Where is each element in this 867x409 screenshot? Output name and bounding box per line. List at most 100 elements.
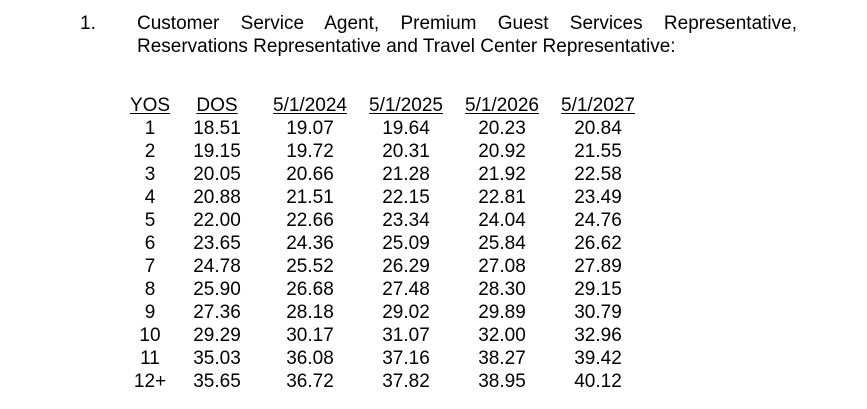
cell-2024: 19.07 xyxy=(286,118,334,139)
cell-2025: 37.16 xyxy=(382,348,430,369)
cell-yos: 2 xyxy=(144,141,156,162)
table-row: 10 29.29 30.17 31.07 32.00 32.96 xyxy=(128,324,646,347)
cell-2024: 21.51 xyxy=(286,187,334,208)
cell-2027: 29.15 xyxy=(574,279,622,300)
header-dos-label: DOS xyxy=(196,95,238,116)
header-yos-label: YOS xyxy=(129,95,171,116)
cell-dos: 22.00 xyxy=(193,210,241,231)
section-title-line-1: Customer Service Agent, Premium Guest Se… xyxy=(137,13,797,34)
cell-2027: 23.49 xyxy=(574,187,622,208)
cell-2026: 38.95 xyxy=(478,371,526,392)
cell-2025: 31.07 xyxy=(382,325,430,346)
section-title: Customer Service Agent, Premium Guest Se… xyxy=(137,12,797,58)
header-2026-label: 5/1/2026 xyxy=(465,95,539,116)
cell-2027: 20.84 xyxy=(574,118,622,139)
cell-dos: 19.15 xyxy=(193,141,241,162)
cell-2027: 30.79 xyxy=(574,302,622,323)
header-2027: 5/1/2027 xyxy=(550,94,646,117)
cell-2026: 29.89 xyxy=(478,302,526,323)
cell-dos: 24.78 xyxy=(193,256,241,277)
cell-yos: 9 xyxy=(144,302,156,323)
table-row: 12+ 35.65 36.72 37.82 38.95 40.12 xyxy=(128,370,646,393)
cell-2026: 22.81 xyxy=(478,187,526,208)
cell-yos: 5 xyxy=(144,210,156,231)
cell-yos: 4 xyxy=(144,187,156,208)
cell-dos: 27.36 xyxy=(193,302,241,323)
cell-yos: 3 xyxy=(144,164,156,185)
cell-2024: 22.66 xyxy=(286,210,334,231)
cell-2025: 20.31 xyxy=(382,141,430,162)
table-row: 4 20.88 21.51 22.15 22.81 23.49 xyxy=(128,186,646,209)
table-row: 5 22.00 22.66 23.34 24.04 24.76 xyxy=(128,209,646,232)
header-row: YOS DOS 5/1/2024 5/1/2025 5/1/2026 5/1/2… xyxy=(128,94,646,117)
cell-yos: 1 xyxy=(144,118,156,139)
header-2024: 5/1/2024 xyxy=(262,94,358,117)
cell-2024: 25.52 xyxy=(286,256,334,277)
cell-dos: 23.65 xyxy=(193,233,241,254)
cell-2027: 26.62 xyxy=(574,233,622,254)
cell-2024: 36.08 xyxy=(286,348,334,369)
cell-2027: 24.76 xyxy=(574,210,622,231)
cell-2024: 28.18 xyxy=(286,302,334,323)
cell-2025: 37.82 xyxy=(382,371,430,392)
cell-2024: 20.66 xyxy=(286,164,334,185)
cell-2026: 27.08 xyxy=(478,256,526,277)
cell-2025: 27.48 xyxy=(382,279,430,300)
header-2026: 5/1/2026 xyxy=(454,94,550,117)
cell-2026: 21.92 xyxy=(478,164,526,185)
table-row: 6 23.65 24.36 25.09 25.84 26.62 xyxy=(128,232,646,255)
header-2025-label: 5/1/2025 xyxy=(369,95,443,116)
cell-2027: 40.12 xyxy=(574,371,622,392)
header-2025: 5/1/2025 xyxy=(358,94,454,117)
cell-2026: 20.23 xyxy=(478,118,526,139)
cell-2027: 21.55 xyxy=(574,141,622,162)
cell-2024: 24.36 xyxy=(286,233,334,254)
cell-dos: 29.29 xyxy=(193,325,241,346)
cell-2024: 30.17 xyxy=(286,325,334,346)
cell-2026: 38.27 xyxy=(478,348,526,369)
section-number: 1. xyxy=(80,13,96,34)
wage-rate-table: YOS DOS 5/1/2024 5/1/2025 5/1/2026 5/1/2… xyxy=(128,94,646,393)
table-row: 7 24.78 25.52 26.29 27.08 27.89 xyxy=(128,255,646,278)
wage-table-body: 1 18.51 19.07 19.64 20.23 20.84 2 19.15 19.72 20.… xyxy=(128,117,646,393)
table-row: 11 35.03 36.08 37.16 38.27 39.42 xyxy=(128,347,646,370)
cell-dos: 35.65 xyxy=(193,371,241,392)
cell-2027: 22.58 xyxy=(574,164,622,185)
wage-table-header: YOS DOS 5/1/2024 5/1/2025 5/1/2026 5/1/2… xyxy=(128,94,646,117)
table-row: 3 20.05 20.66 21.28 21.92 22.58 xyxy=(128,163,646,186)
table-row: 2 19.15 19.72 20.31 20.92 21.55 xyxy=(128,140,646,163)
cell-dos: 25.90 xyxy=(193,279,241,300)
cell-yos: 6 xyxy=(144,233,156,254)
cell-2025: 29.02 xyxy=(382,302,430,323)
table-row: 8 25.90 26.68 27.48 28.30 29.15 xyxy=(128,278,646,301)
cell-2025: 25.09 xyxy=(382,233,430,254)
cell-2026: 24.04 xyxy=(478,210,526,231)
cell-2024: 36.72 xyxy=(286,371,334,392)
table-row: 9 27.36 28.18 29.02 29.89 30.79 xyxy=(128,301,646,324)
section-title-line-2: Reservations Representative and Travel C… xyxy=(137,36,676,57)
cell-yos: 8 xyxy=(144,279,156,300)
cell-dos: 20.05 xyxy=(193,164,241,185)
cell-2025: 22.15 xyxy=(382,187,430,208)
cell-2027: 32.96 xyxy=(574,325,622,346)
cell-yos: 10 xyxy=(139,325,161,346)
cell-2026: 25.84 xyxy=(478,233,526,254)
cell-2026: 32.00 xyxy=(478,325,526,346)
header-dos: DOS xyxy=(172,94,262,117)
cell-yos: 11 xyxy=(140,348,160,369)
cell-2026: 20.92 xyxy=(478,141,526,162)
cell-2025: 19.64 xyxy=(382,118,430,139)
cell-dos: 18.51 xyxy=(193,118,241,139)
cell-2024: 19.72 xyxy=(286,141,334,162)
cell-2026: 28.30 xyxy=(478,279,526,300)
cell-2025: 23.34 xyxy=(382,210,430,231)
table-row: 1 18.51 19.07 19.64 20.23 20.84 xyxy=(128,117,646,140)
cell-yos: 12+ xyxy=(133,371,167,392)
cell-2027: 39.42 xyxy=(574,348,622,369)
header-2024-label: 5/1/2024 xyxy=(273,95,347,116)
cell-2024: 26.68 xyxy=(286,279,334,300)
cell-dos: 35.03 xyxy=(193,348,241,369)
cell-2025: 26.29 xyxy=(382,256,430,277)
cell-yos: 7 xyxy=(144,256,156,277)
cell-2027: 27.89 xyxy=(574,256,622,277)
